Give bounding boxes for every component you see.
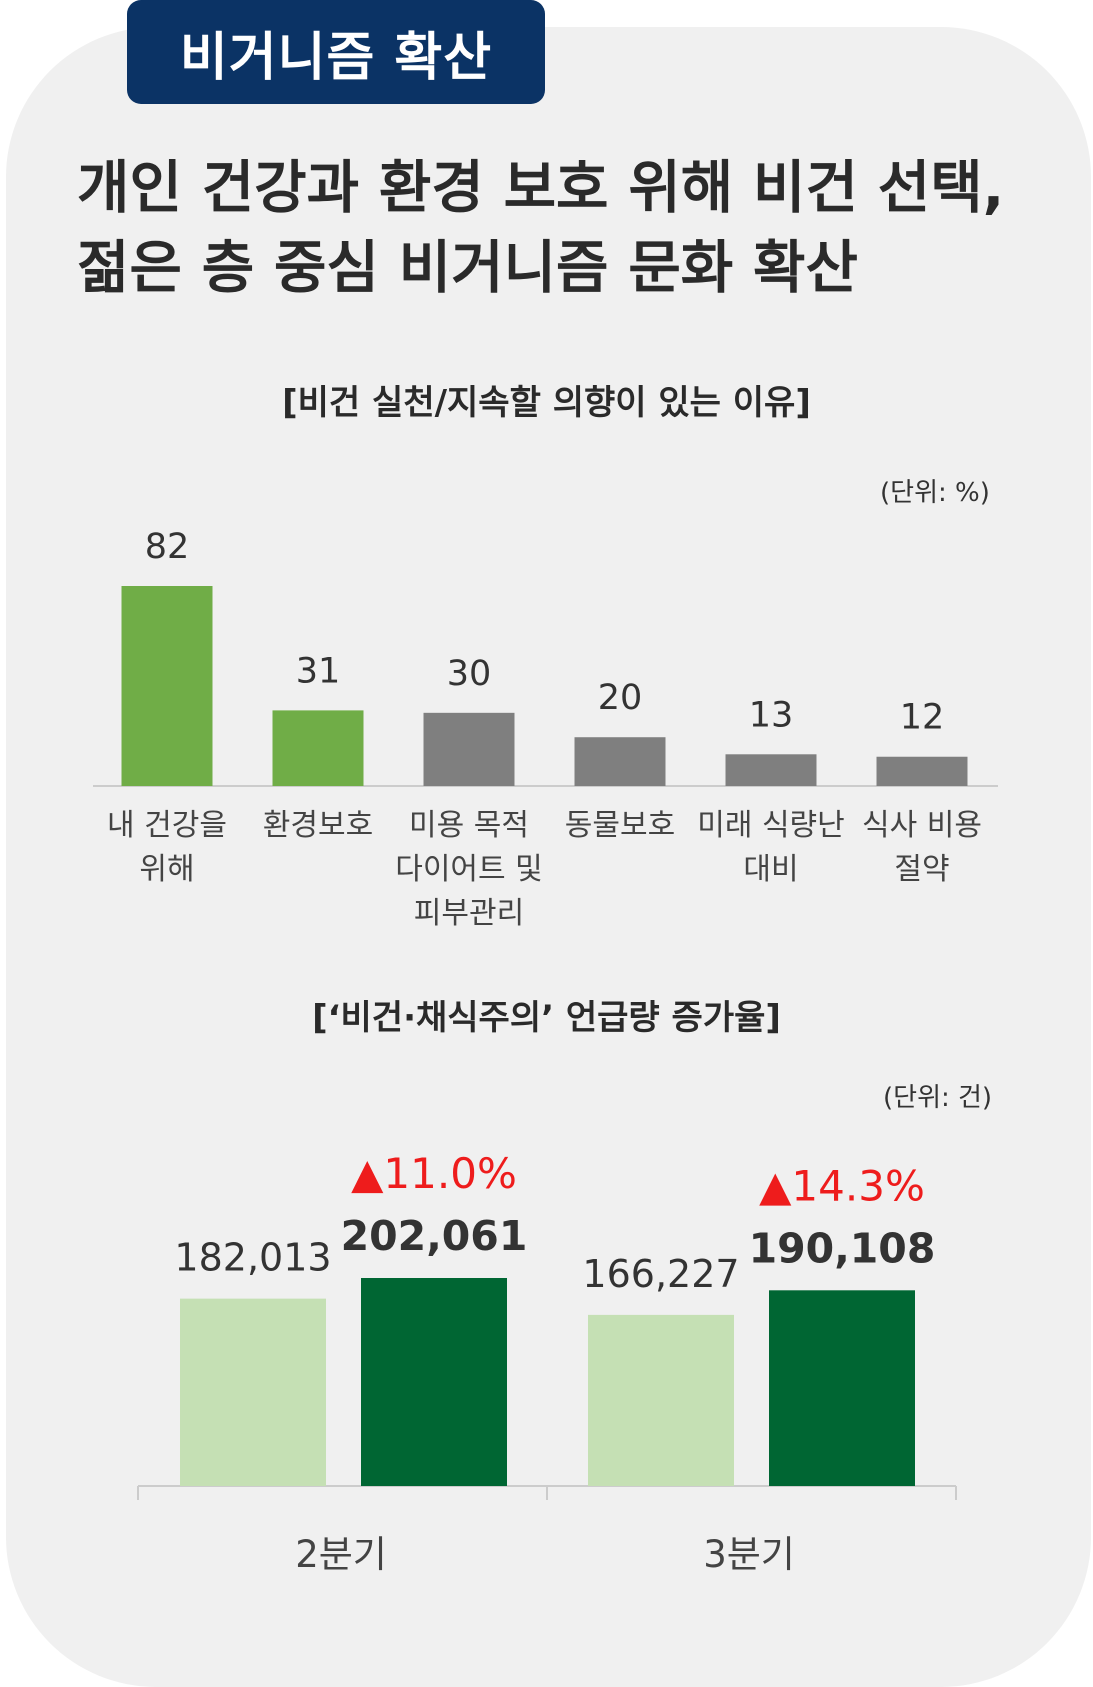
chart1-category-label: 위해 [139, 852, 194, 887]
chart1-category-label: 환경보호 [263, 808, 373, 843]
chart1-category-label: 미용 목적 [409, 808, 529, 843]
chart1-unit: (단위: %) [880, 478, 990, 508]
chart2-value-label: 202,061 [341, 1212, 528, 1260]
chart1-bar [121, 586, 213, 786]
chart1-title: [비건 실천/지속할 의향이 있는 이유] [282, 383, 811, 423]
chart2-value-label: 190,108 [749, 1224, 936, 1272]
chart1-value-label: 20 [598, 678, 643, 718]
chart1-value-label: 30 [447, 654, 492, 694]
chart1-value-label: 13 [749, 695, 794, 735]
headline: 개인 건강과 환경 보호 위해 비건 선택, 젊은 층 중심 비거니즘 문화 확… [77, 148, 1067, 308]
chart1-category-label: 대비 [743, 852, 798, 887]
chart1-bar [272, 710, 364, 786]
chart1-bar [423, 712, 515, 786]
chart2-title: [‘비건·채식주의’ 언급량 증가율] [312, 998, 781, 1038]
chart1-category-label: 절약 [894, 852, 949, 887]
chart1-category-label: 내 건강을 [107, 808, 227, 843]
chart1-bar [876, 756, 968, 786]
chart1-bar [574, 737, 666, 786]
chart2-bar [361, 1278, 507, 1486]
chart1-category-label: 피부관리 [414, 896, 524, 931]
chart1-category-label: 동물보호 [565, 808, 675, 843]
chart1-bar [725, 754, 817, 786]
chart2-category-label: 2분기 [295, 1533, 387, 1576]
chart2-value-label: 166,227 [582, 1252, 739, 1296]
chart1-category-label: 다이어트 및 [395, 852, 543, 887]
topic-tag: 비거니즘 확산 [127, 0, 545, 104]
chart1-value-label: 31 [296, 651, 341, 691]
chart1-value-label: 82 [145, 527, 190, 567]
chart2-bar [588, 1314, 734, 1486]
chart1-category-label: 식사 비용 [862, 808, 982, 843]
chart2-bar [769, 1290, 915, 1486]
chart2-category-label: 3분기 [703, 1533, 795, 1576]
chart2-bar [180, 1298, 326, 1486]
headline-line-2: 젊은 층 중심 비거니즘 문화 확산 [77, 235, 858, 301]
chart2-unit: (단위: 건) [883, 1083, 993, 1113]
chart2-increase-label: ▲11.0% [351, 1149, 517, 1198]
chart2-value-label: 182,013 [174, 1236, 331, 1280]
chart1-category-label: 미래 식량난 [697, 808, 845, 843]
headline-line-1: 개인 건강과 환경 보호 위해 비건 선택, [77, 155, 1005, 221]
chart2-increase-label: ▲14.3% [759, 1161, 925, 1210]
chart1-value-label: 12 [900, 698, 945, 738]
